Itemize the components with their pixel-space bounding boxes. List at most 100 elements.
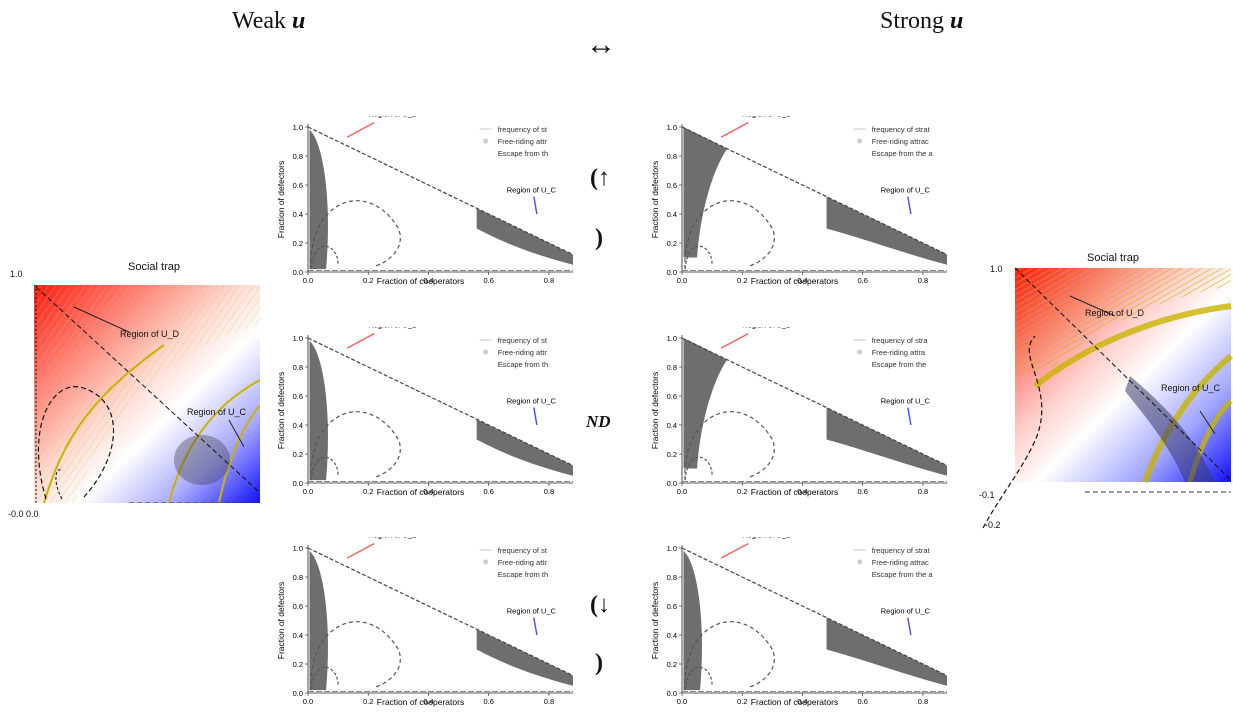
x-tick-label: 0.8 (544, 697, 554, 706)
region-uc-arrow (533, 407, 538, 426)
region-uc-shape (826, 407, 947, 476)
y-tick-label: 1.0 (293, 123, 303, 132)
region-ud-shape (309, 340, 328, 481)
phase-plot-svg: 0.0 0.2 0.4 0.6 0.8 0.0 0.2 0.4 0.6 0.8 1.0 Fractio… (276, 537, 574, 707)
y-tick-label: 1.0 (667, 123, 677, 132)
x-tick-label: 0.6 (857, 276, 867, 285)
side-left-corner: -0.0 0.0 (8, 509, 39, 519)
region-uc-label: Region of U_C (507, 185, 557, 194)
simplex-edge (681, 337, 948, 467)
legend-entry: frequency of stra (872, 336, 929, 345)
region-ud-label: Region of U_D (368, 537, 418, 540)
y-tick-label: 0.4 (293, 421, 303, 430)
legend-entry: frequency of st (498, 336, 548, 345)
region-uc-arrow (533, 196, 538, 215)
y-axis-label: Fraction of defectors (650, 161, 660, 238)
y-axis-label: Fraction of defectors (276, 372, 286, 449)
side-right-region-c: Region of U_C (1161, 383, 1221, 393)
legend-entry: Free-riding attr (498, 558, 548, 567)
phase-plot-svg: 0.0 0.2 0.4 0.6 0.8 0.0 0.2 0.4 0.6 0.8 1.0 Fractio… (650, 327, 948, 497)
y-tick-label: 0.8 (293, 573, 303, 582)
region-ud-arrow (720, 543, 749, 559)
simplex-edge (307, 337, 574, 467)
x-tick-label: 0.0 (677, 487, 687, 496)
x-tick-label: 0.2 (363, 276, 373, 285)
y-axis-label: Fraction of defectors (650, 372, 660, 449)
simplex-edge (307, 126, 574, 256)
x-tick-label: 0.6 (857, 697, 867, 706)
weak-var: u (292, 8, 306, 34)
x-tick-label: 0.4 (423, 487, 433, 496)
y-tick-label: 0.8 (667, 152, 677, 161)
strong-label: Strong (880, 8, 945, 34)
region-uc-arrow (907, 617, 912, 636)
strong-u-title: Strong u (880, 8, 963, 35)
x-tick-label: 0.0 (303, 276, 313, 285)
legend-entry: Escape from th (498, 570, 548, 579)
weak-u-title: Weak u (232, 8, 305, 35)
y-tick-label: 0.8 (667, 363, 677, 372)
region-ud-arrow (720, 333, 749, 349)
x-tick-label: 0.6 (483, 697, 493, 706)
up-label-close: ) (595, 225, 603, 251)
legend-entry: Free-riding attr (498, 137, 548, 146)
x-tick-label: 0.2 (363, 697, 373, 706)
x-axis-label: Fraction of cooperators (751, 697, 838, 707)
double-arrow-icon: ↔ (586, 28, 616, 61)
side-left-title: Social trap (128, 261, 180, 273)
social-trap-right-plot (982, 267, 1233, 529)
y-tick-label: 0.6 (293, 602, 303, 611)
y-axis-label: Fraction of defectors (276, 161, 286, 238)
trajectory-large (684, 200, 775, 270)
region-ud-arrow (346, 543, 375, 559)
y-tick-label: 0.0 (667, 268, 677, 277)
region-ud-arrow (346, 333, 375, 349)
phase-plot-svg: 0.0 0.2 0.4 0.6 0.8 0.0 0.2 0.4 0.6 0.8 1.0 Fractio… (276, 116, 574, 286)
legend-entry: Escape from th (498, 360, 548, 369)
region-uc-shape (476, 419, 573, 476)
y-tick-label: 0.2 (667, 660, 677, 669)
y-tick-label: 0.4 (293, 631, 303, 640)
x-tick-label: 0.8 (544, 487, 554, 496)
y-tick-label: 0.6 (667, 602, 677, 611)
x-tick-label: 0.6 (483, 487, 493, 496)
phase-plot-left-nd: 0.0 0.2 0.4 0.6 0.8 0.0 0.2 0.4 0.6 0.8 1.0 Fractio… (272, 327, 582, 497)
y-tick-label: 0.4 (667, 210, 677, 219)
weak-label: Weak (232, 8, 287, 34)
legend-entry: Free-riding attrac (872, 137, 929, 146)
y-tick-label: 0.6 (667, 392, 677, 401)
x-tick-label: 0.2 (737, 697, 747, 706)
simplex-edge (681, 547, 948, 677)
region-uc-shape (476, 629, 573, 686)
region-ud-shape (683, 550, 702, 691)
legend-entry: frequency of strat (872, 546, 931, 555)
y-axis-label: Fraction of defectors (276, 582, 286, 659)
y-tick-label: 0.8 (667, 573, 677, 582)
y-tick-label: 0.2 (667, 239, 677, 248)
phase-plot-svg: 0.0 0.2 0.4 0.6 0.8 0.0 0.2 0.4 0.6 0.8 1.0 Fractio… (276, 327, 574, 497)
strong-var: u (950, 8, 964, 34)
legend-dot-swatch (857, 559, 863, 565)
trajectory-large (684, 621, 775, 691)
region-ud-label: Region of U_D (742, 327, 792, 330)
phase-plot-left-down: 0.0 0.2 0.4 0.6 0.8 0.0 0.2 0.4 0.6 0.8 1.0 Fractio… (272, 537, 582, 707)
legend-entry: Escape from th (498, 149, 548, 158)
phase-plot-svg: 0.0 0.2 0.4 0.6 0.8 0.0 0.2 0.4 0.6 0.8 1.0 Fractio… (650, 537, 948, 707)
y-tick-label: 0.0 (293, 479, 303, 488)
x-tick-label: 0.0 (303, 487, 313, 496)
x-tick-label: 0.2 (737, 276, 747, 285)
y-tick-label: 0.4 (293, 210, 303, 219)
trajectory-large (310, 200, 401, 270)
legend-entry: Free-riding attrac (872, 558, 929, 567)
simplex-edge (681, 126, 948, 256)
legend-entry: Escape from the a (872, 149, 934, 158)
legend-entry: frequency of st (498, 546, 548, 555)
region-uc-shape (826, 617, 947, 686)
side-right-region-d: Region of U_D (1085, 308, 1145, 318)
region-ud-shape (683, 127, 728, 258)
trajectory-large (310, 411, 401, 481)
side-left-region-d: Region of U_D (120, 329, 180, 339)
x-axis-label: Fraction of cooperators (377, 697, 464, 707)
y-axis-label: Fraction of defectors (650, 582, 660, 659)
trajectory-large (310, 621, 401, 691)
